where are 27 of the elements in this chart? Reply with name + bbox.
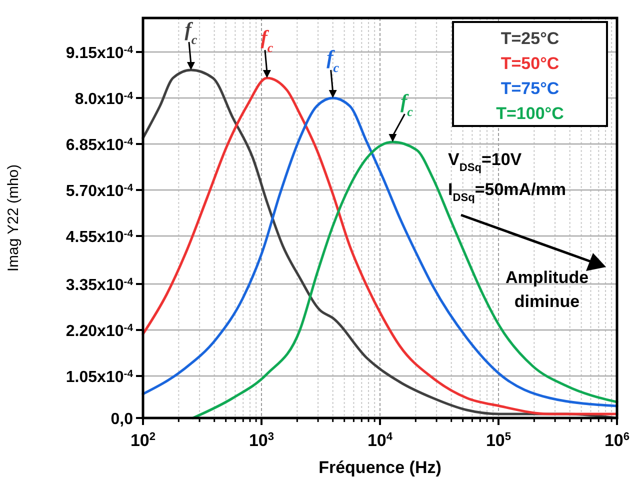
text: T=25°C <box>500 29 560 48</box>
x-tick-label: 10$^{5}$ <box>486 431 512 450</box>
annotation: f$_{c}$ <box>184 19 198 46</box>
text: T=75°C <box>500 79 560 98</box>
x-axis-title: Fréquence (Hz) <box>318 458 442 477</box>
annotation: f$_{c}$ <box>260 27 274 54</box>
annotation: Amplitude diminue <box>505 268 589 311</box>
y-tick-label: 5.70x10$^{-4}$ <box>66 182 134 200</box>
x-tick-label: 10$^{4}$ <box>367 431 394 450</box>
annotation: I$_{DSq}$=50mA/mm <box>448 180 566 204</box>
y-tick-label: 0,0 <box>110 411 134 428</box>
annotation: f$_{c}$ <box>326 47 340 74</box>
y-axis-title: Imag Y22 (mho) <box>5 164 22 272</box>
annotation: f$_{c}$ <box>400 91 414 118</box>
y-tick-label: 8.0x10$^{-4}$ <box>74 90 134 108</box>
y-tick-label: 4.55x10$^{-4}$ <box>66 228 134 246</box>
text: T=100°C <box>496 104 564 123</box>
y-tick-label: 3.35x10$^{-4}$ <box>66 276 134 294</box>
y-tick-label: 9.15x10$^{-4}$ <box>66 44 134 62</box>
x-tick-label: 10$^{6}$ <box>604 431 630 450</box>
text: T=50°C <box>500 54 560 73</box>
y-tick-label: 1.05x10$^{-4}$ <box>66 368 134 386</box>
x-tick-label: 10$^{3}$ <box>248 431 274 450</box>
x-tick-label: 10$^{2}$ <box>130 431 156 450</box>
y-tick-label: 6.85x10$^{-4}$ <box>66 136 134 154</box>
y-tick-label: 2.20x10$^{-4}$ <box>66 322 134 340</box>
annotation: V$_{DSq}$=10V <box>448 150 522 174</box>
